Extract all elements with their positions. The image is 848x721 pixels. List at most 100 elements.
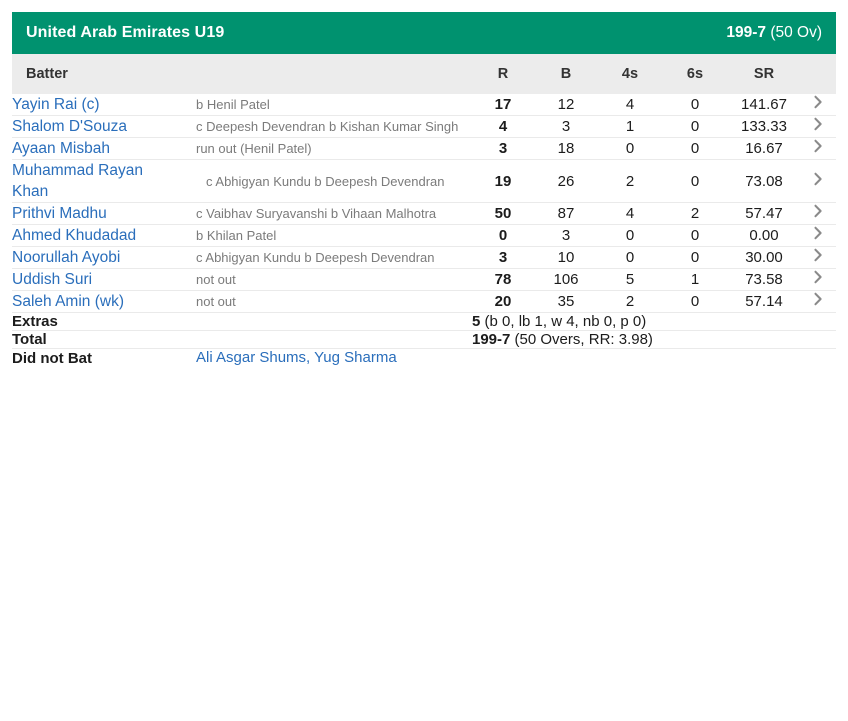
batter-cell: Saleh Amin (wk): [12, 291, 196, 313]
chevron-right-icon[interactable]: [811, 95, 825, 109]
dismissal-cell: c Vaibhav Suryavanshi b Vihaan Malhotra: [196, 203, 472, 225]
batter-cell: Uddish Suri: [12, 269, 196, 291]
batter-balls: 10: [557, 249, 575, 266]
dismissal-cell: c Deepesh Devendran b Kishan Kumar Singh: [196, 116, 472, 138]
chevron-right-icon[interactable]: [811, 204, 825, 218]
batter-cell: Yayin Rai (c): [12, 94, 196, 116]
batter-fours: 0: [625, 227, 635, 244]
batter-runs: 0: [498, 227, 508, 244]
batter-sixes: 0: [690, 118, 700, 135]
column-header-strike-rate: SR: [753, 66, 775, 82]
dismissal-text: c Vaibhav Suryavanshi b Vihaan Malhotra: [196, 206, 437, 221]
row-expand-cell[interactable]: [800, 160, 836, 203]
chevron-right-icon[interactable]: [811, 270, 825, 284]
extras-row: Extras 5 (b 0, lb 1, w 4, nb 0, p 0): [12, 312, 836, 331]
extras-label: Extras: [12, 313, 58, 330]
batter-name-link[interactable]: Ahmed Khudadad: [12, 227, 137, 244]
batter-sixes: 0: [690, 172, 700, 190]
row-expand-cell[interactable]: [800, 225, 836, 247]
table-row[interactable]: Shalom D'Souza c Deepesh Devendran b Kis…: [12, 115, 836, 138]
table-row[interactable]: Ayaan Misbah run out (Henil Patel) 3 18 …: [12, 137, 836, 160]
row-expand-cell[interactable]: [800, 291, 836, 313]
row-expand-cell[interactable]: [800, 94, 836, 116]
table-row[interactable]: Noorullah Ayobi c Abhigyan Kundu b Deepe…: [12, 246, 836, 269]
batter-name-link[interactable]: Shalom D'Souza: [12, 118, 127, 135]
chevron-right-icon[interactable]: [811, 172, 825, 186]
batter-cell: Ayaan Misbah: [12, 138, 196, 160]
batter-runs: 3: [498, 140, 508, 157]
batter-runs: 4: [498, 118, 508, 135]
did-not-bat-row: Did not Bat Ali Asgar Shums, Yug Sharma: [12, 348, 836, 368]
batter-sixes: 0: [690, 96, 700, 113]
column-header-row: Batter R B 4s 6s SR: [12, 54, 836, 94]
total-value-cell: 199-7 (50 Overs, RR: 3.98): [472, 331, 836, 349]
batter-fours: 2: [625, 293, 635, 310]
table-row[interactable]: Prithvi Madhu c Vaibhav Suryavanshi b Vi…: [12, 202, 836, 225]
batter-strike-rate: 73.58: [745, 271, 783, 288]
chevron-right-icon[interactable]: [811, 139, 825, 153]
dismissal-text: run out (Henil Patel): [196, 141, 312, 156]
batter-fours: 2: [625, 172, 635, 190]
column-header-runs: R: [497, 66, 509, 82]
batter-name-link[interactable]: Muhammad Rayan Khan: [12, 162, 143, 200]
batter-runs: 50: [494, 205, 512, 222]
table-row[interactable]: Saleh Amin (wk) not out 20 35 2 0 57.14: [12, 290, 836, 313]
batter-fours: 4: [625, 205, 635, 222]
batter-strike-rate: 57.14: [745, 293, 783, 310]
dismissal-cell: c Abhigyan Kundu b Deepesh Devendran: [196, 247, 472, 269]
batter-fours: 5: [625, 271, 635, 288]
batter-cell: Noorullah Ayobi: [12, 247, 196, 269]
chevron-right-icon[interactable]: [811, 226, 825, 240]
chevron-right-icon[interactable]: [811, 248, 825, 262]
batter-runs: 17: [494, 96, 512, 113]
row-expand-cell[interactable]: [800, 247, 836, 269]
batter-cell: Prithvi Madhu: [12, 203, 196, 225]
batting-table: Batter R B 4s 6s SR Yayin Rai (c) b Heni…: [12, 54, 836, 367]
total-detail: (50 Overs, RR: 3.98): [514, 331, 653, 348]
batter-balls: 12: [557, 96, 575, 113]
dismissal-cell: run out (Henil Patel): [196, 138, 472, 160]
batter-balls: 87: [557, 205, 575, 222]
total-score: 199-7: [472, 331, 511, 348]
row-expand-cell[interactable]: [800, 138, 836, 160]
dismissal-cell: c Abhigyan Kundu b Deepesh Devendran: [196, 160, 472, 203]
batter-sixes: 0: [690, 293, 700, 310]
table-row[interactable]: Uddish Suri not out 78 106 5 1 73.58: [12, 268, 836, 291]
column-header-dismissal-spacer: [196, 54, 472, 94]
batter-strike-rate: 30.00: [745, 249, 783, 266]
table-row[interactable]: Yayin Rai (c) b Henil Patel 17 12 4 0 14…: [12, 94, 836, 116]
column-header-sixes: 6s: [686, 66, 704, 82]
table-row[interactable]: Ahmed Khudadad b Khilan Patel 0 3 0 0 0.…: [12, 224, 836, 247]
batter-sixes: 1: [690, 271, 700, 288]
row-expand-cell[interactable]: [800, 116, 836, 138]
batter-balls: 3: [561, 227, 571, 244]
did-not-bat-players-link[interactable]: Ali Asgar Shums, Yug Sharma: [196, 349, 397, 366]
batter-strike-rate: 133.33: [741, 118, 787, 135]
batter-name-link[interactable]: Noorullah Ayobi: [12, 249, 121, 266]
row-expand-cell[interactable]: [800, 203, 836, 225]
dismissal-text: c Abhigyan Kundu b Deepesh Devendran: [206, 173, 445, 189]
dismissal-text: b Henil Patel: [196, 97, 270, 112]
batter-name-link[interactable]: Saleh Amin (wk): [12, 293, 124, 310]
batting-scorecard: United Arab Emirates U19 199-7 (50 Ov) B…: [12, 12, 836, 367]
batter-balls: 3: [561, 118, 571, 135]
total-label: Total: [12, 331, 47, 348]
row-expand-cell[interactable]: [800, 269, 836, 291]
did-not-bat-value-cell: Ali Asgar Shums, Yug Sharma: [196, 349, 836, 368]
dismissal-text: not out: [196, 294, 236, 309]
dismissal-text: b Khilan Patel: [196, 228, 277, 243]
batter-strike-rate: 141.67: [741, 96, 787, 113]
batter-name-link[interactable]: Ayaan Misbah: [12, 140, 110, 157]
team-name: United Arab Emirates U19: [26, 24, 225, 41]
batter-name-link[interactable]: Uddish Suri: [12, 271, 93, 288]
team-header-bar: United Arab Emirates U19 199-7 (50 Ov): [12, 12, 836, 54]
table-row[interactable]: Muhammad Rayan Khan c Abhigyan Kundu b D…: [12, 159, 836, 203]
batter-runs: 78: [494, 271, 512, 288]
batter-name-link[interactable]: Yayin Rai (c): [12, 96, 100, 113]
chevron-right-icon[interactable]: [811, 292, 825, 306]
table-header: Batter R B 4s 6s SR: [12, 54, 836, 94]
batter-name-link[interactable]: Prithvi Madhu: [12, 205, 107, 222]
batter-fours: 0: [625, 140, 635, 157]
total-row: Total 199-7 (50 Overs, RR: 3.98): [12, 330, 836, 349]
chevron-right-icon[interactable]: [811, 117, 825, 131]
